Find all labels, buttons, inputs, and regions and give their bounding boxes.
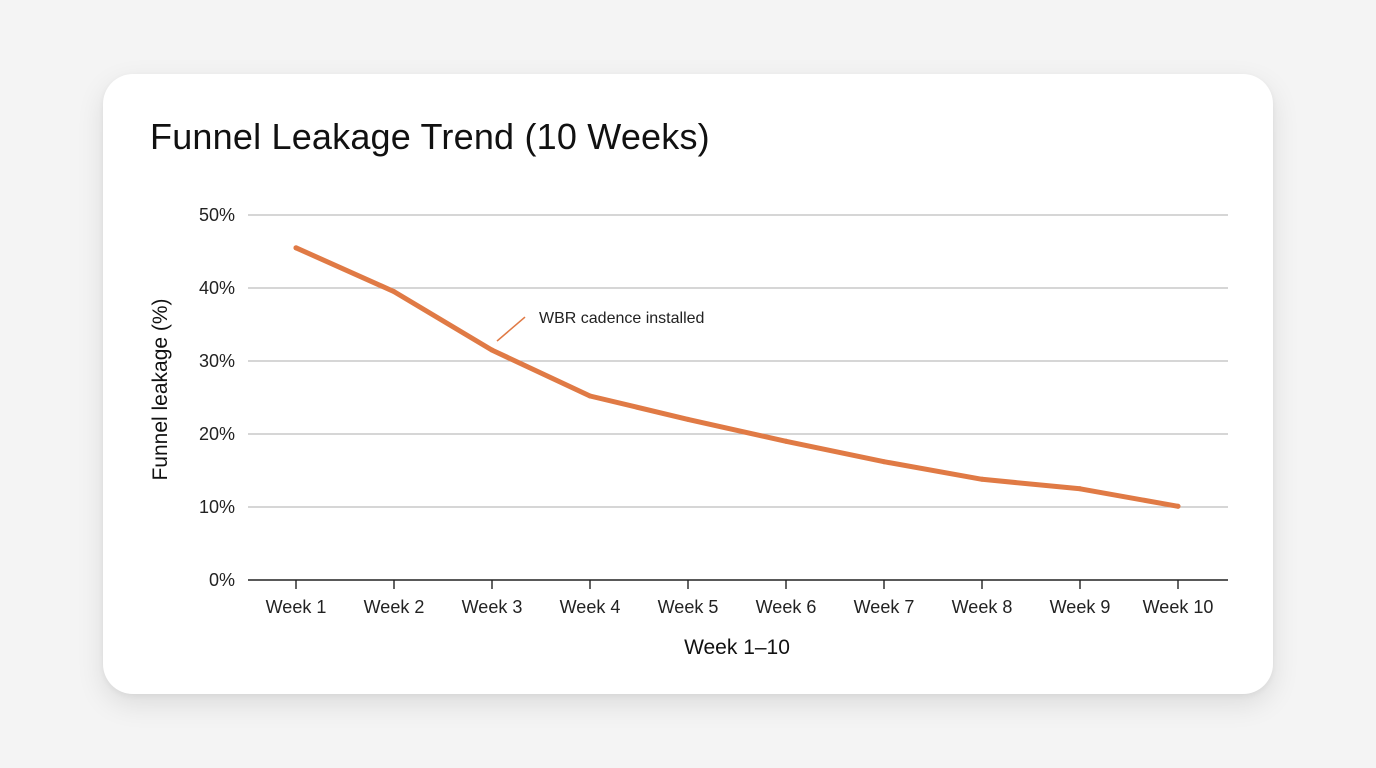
data-point [293,245,299,251]
chart-title: Funnel Leakage Trend (10 Weeks) [150,116,710,157]
data-point [979,476,985,482]
data-point [391,289,397,295]
annotation-label: WBR cadence installed [539,310,704,327]
x-tick-label: Week 7 [854,597,915,617]
chart-card: Funnel Leakage Trend (10 Weeks) 0% 10% 20%… [103,74,1273,694]
data-point [587,393,593,399]
y-tick-label: 50% [199,205,235,225]
data-point [685,416,691,422]
x-tick-label: Week 10 [1143,597,1214,617]
x-tick-label: Week 5 [658,597,719,617]
x-tick-label: Week 6 [756,597,817,617]
data-point [1175,503,1181,509]
y-tick-label: 30% [199,351,235,371]
y-axis-title: Funnel leakage (%) [149,298,172,480]
data-point [881,459,887,465]
x-tick-label: Week 8 [952,597,1013,617]
annotations: WBR cadence installed [496,310,704,342]
data-point [783,438,789,444]
x-tick-label: Week 4 [560,597,621,617]
x-tick-label: Week 3 [462,597,523,617]
series-lines [293,245,1181,509]
x-axis-title: Week 1–10 [684,636,790,659]
axes: 0% 10% 20% 30% 40% 50% Week 1 Week 2 Week 3 Week … [199,205,1228,617]
y-tick-label: 0% [209,570,235,590]
data-point [489,347,495,353]
grid-lines [248,214,1228,508]
y-tick-label: 20% [199,424,235,444]
data-point [1077,486,1083,492]
y-tick-label: 40% [199,278,235,298]
x-tick-label: Week 1 [266,597,327,617]
x-tick-label: Week 9 [1050,597,1111,617]
y-tick-label: 10% [199,497,235,517]
line-chart: 0% 10% 20% 30% 40% 50% Week 1 Week 2 Week 3 Week … [149,205,1228,659]
annotation-leader [496,316,526,342]
series-line [293,245,1181,509]
x-tick-label: Week 2 [364,597,425,617]
